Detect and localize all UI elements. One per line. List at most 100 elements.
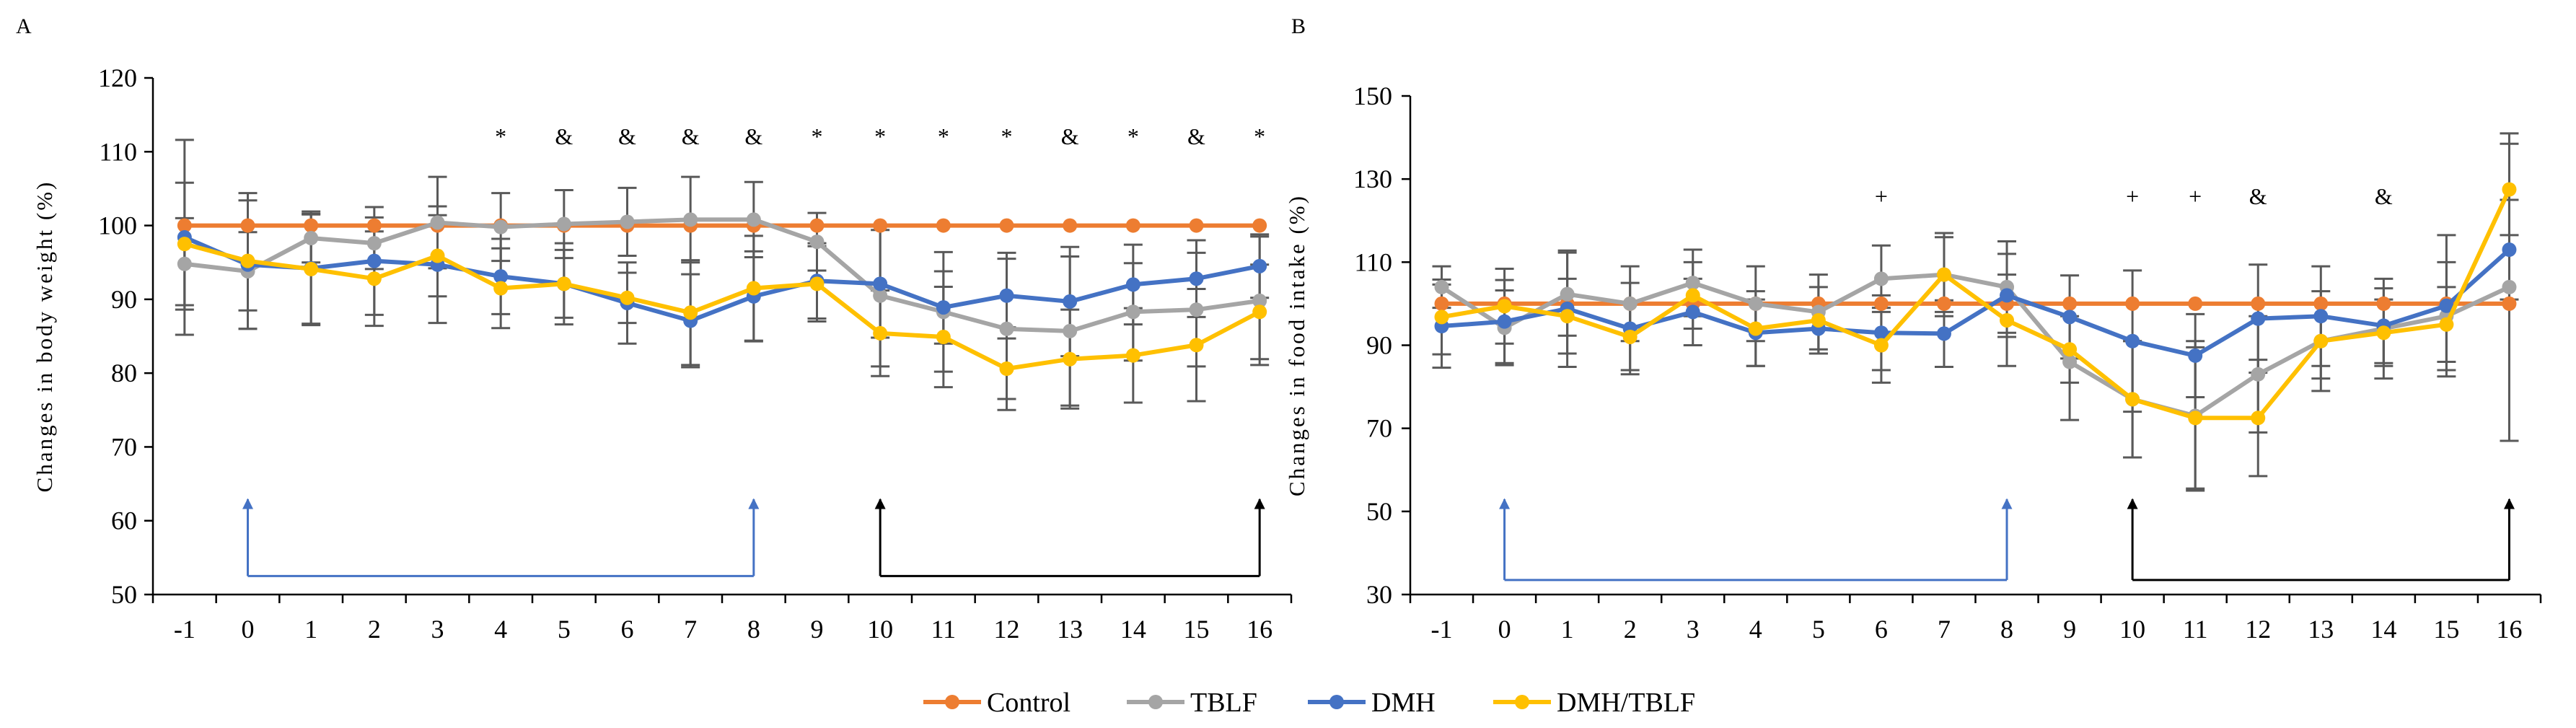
data-point-dmh-tblf bbox=[746, 281, 761, 296]
data-point-control bbox=[873, 218, 888, 233]
data-point-tblf bbox=[1063, 323, 1078, 338]
data-point-control bbox=[2251, 296, 2266, 311]
data-point-tblf bbox=[620, 214, 635, 229]
panel-label: A bbox=[16, 14, 32, 38]
data-point-dmh-tblf bbox=[2000, 312, 2015, 328]
x-tick-label: 0 bbox=[242, 615, 255, 644]
series-line-tblf bbox=[184, 217, 1260, 333]
data-point-dmh bbox=[2502, 242, 2517, 258]
data-point-tblf bbox=[2251, 367, 2266, 382]
data-point-dmh bbox=[1189, 271, 1204, 286]
significance-mark: + bbox=[1875, 183, 1888, 209]
data-point-tblf bbox=[430, 215, 445, 230]
data-point-dmh-tblf bbox=[430, 248, 445, 263]
data-point-control bbox=[177, 218, 192, 233]
data-point-dmh bbox=[1873, 325, 1889, 341]
significance-mark: & bbox=[682, 123, 700, 149]
data-point-dmh bbox=[366, 253, 382, 268]
data-point-dmh-tblf bbox=[1063, 351, 1078, 367]
data-point-control bbox=[1873, 296, 1889, 311]
significance-mark: * bbox=[938, 123, 949, 149]
x-tick-label: 4 bbox=[1749, 615, 1762, 644]
legend: Control TBLF DMH DMH/TBLF bbox=[923, 688, 1695, 718]
data-point-control bbox=[2062, 296, 2078, 311]
significance-mark: * bbox=[1254, 123, 1265, 149]
legend-label-dmh: DMH bbox=[1371, 688, 1436, 718]
data-point-dmh-tblf bbox=[1811, 312, 1826, 328]
data-point-tblf bbox=[1560, 286, 1575, 302]
data-point-tblf bbox=[746, 212, 761, 227]
data-point-dmh bbox=[1685, 304, 1700, 320]
significance-mark: & bbox=[555, 123, 573, 149]
x-tick-label: 7 bbox=[684, 615, 697, 644]
x-tick-label: -1 bbox=[1431, 615, 1453, 644]
data-point-control bbox=[2125, 296, 2140, 311]
data-point-dmh bbox=[1063, 294, 1078, 309]
data-point-dmh-tblf bbox=[2125, 392, 2140, 407]
data-point-tblf bbox=[1434, 279, 1449, 294]
data-point-dmh-tblf bbox=[1936, 267, 1951, 282]
data-point-dmh-tblf bbox=[1748, 321, 1763, 336]
data-point-dmh-tblf bbox=[1873, 338, 1889, 353]
x-tick-label: -1 bbox=[174, 615, 195, 644]
data-point-dmh-tblf bbox=[177, 237, 192, 252]
data-point-control bbox=[809, 218, 825, 233]
data-point-dmh bbox=[1252, 258, 1267, 273]
significance-mark: * bbox=[1127, 123, 1139, 149]
series-line-dmh bbox=[1441, 247, 2511, 358]
x-tick-label: 15 bbox=[1184, 615, 1210, 644]
data-point-tblf bbox=[177, 256, 192, 271]
significance-mark: & bbox=[2375, 183, 2393, 209]
data-point-dmh-tblf bbox=[2313, 333, 2329, 348]
x-tick-label: 2 bbox=[1624, 615, 1637, 644]
x-tick-label: 6 bbox=[1875, 615, 1888, 644]
data-point-dmh-tblf bbox=[304, 261, 319, 276]
significance-mark: * bbox=[1001, 123, 1013, 149]
y-axis-title: Changes in body weight (%) bbox=[32, 180, 57, 493]
significance-mark: & bbox=[1061, 123, 1079, 149]
x-tick-label: 16 bbox=[2496, 615, 2522, 644]
data-point-tblf bbox=[304, 230, 319, 245]
x-tick-label: 16 bbox=[1247, 615, 1272, 644]
significance-mark: * bbox=[495, 123, 506, 149]
data-point-tblf bbox=[1748, 296, 1763, 311]
x-tick-label: 6 bbox=[621, 615, 634, 644]
x-tick-label: 13 bbox=[1057, 615, 1083, 644]
data-point-control bbox=[1434, 296, 1449, 311]
data-point-dmh bbox=[999, 288, 1014, 303]
x-tick-label: 14 bbox=[2370, 615, 2396, 644]
y-tick-label: 80 bbox=[111, 359, 137, 387]
data-point-control bbox=[2313, 296, 2329, 311]
y-tick-label: 120 bbox=[98, 63, 137, 92]
x-tick-label: 12 bbox=[2245, 615, 2271, 644]
significance-mark: + bbox=[2126, 183, 2139, 209]
data-point-control bbox=[1189, 218, 1204, 233]
data-point-dmh bbox=[2125, 333, 2140, 348]
data-point-dmh-tblf bbox=[809, 276, 825, 291]
data-point-dmh-tblf bbox=[1497, 299, 1512, 314]
data-point-dmh-tblf bbox=[556, 276, 571, 291]
legend-marker-dmh bbox=[1329, 695, 1344, 709]
data-point-dmh-tblf bbox=[366, 271, 382, 286]
data-point-dmh-tblf bbox=[1434, 310, 1449, 325]
x-tick-label: 0 bbox=[1498, 615, 1511, 644]
legend-label-control: Control bbox=[987, 688, 1071, 718]
data-point-dmh bbox=[1497, 314, 1512, 329]
data-point-dmh bbox=[1936, 326, 1951, 341]
significance-mark: & bbox=[744, 123, 762, 149]
x-tick-label: 11 bbox=[2183, 615, 2208, 644]
data-point-dmh-tblf bbox=[2251, 411, 2266, 426]
data-point-tblf bbox=[556, 216, 571, 232]
data-point-dmh-tblf bbox=[1560, 309, 1575, 324]
significance-mark: * bbox=[874, 123, 886, 149]
data-point-dmh-tblf bbox=[620, 290, 635, 305]
data-point-dmh-tblf bbox=[1622, 329, 1638, 344]
x-tick-label: 1 bbox=[304, 615, 317, 644]
data-point-dmh-tblf bbox=[936, 330, 951, 345]
data-point-tblf bbox=[1873, 271, 1889, 286]
data-point-dmh-tblf bbox=[2502, 182, 2517, 197]
y-tick-label: 90 bbox=[1366, 331, 1392, 360]
x-tick-label: 7 bbox=[1938, 615, 1951, 644]
x-tick-label: 1 bbox=[1561, 615, 1574, 644]
